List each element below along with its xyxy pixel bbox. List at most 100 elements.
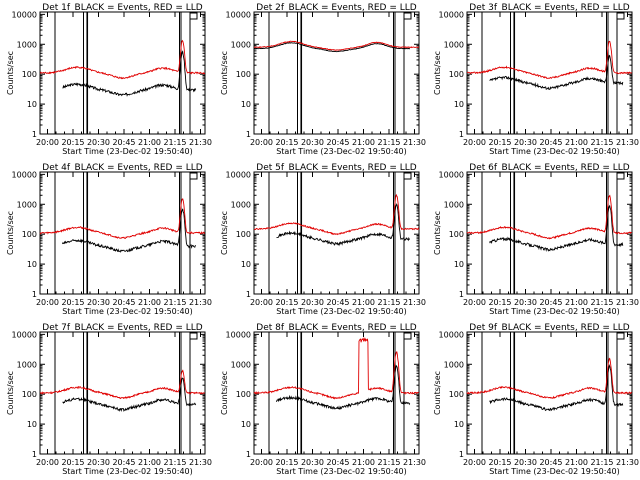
y-tick-label: 100: [449, 390, 464, 399]
x-tick-label: 20:00: [36, 298, 59, 307]
panel-title: Det 5f_BLACK = Events, RED = LLD: [256, 163, 416, 173]
panel-title: Det 2f_BLACK = Events, RED = LLD: [256, 3, 416, 13]
x-tick-label: 20:00: [36, 138, 59, 147]
x-tick-label: 21:30: [403, 138, 426, 147]
x-tick-label: 20:15: [275, 458, 298, 467]
x-tick-label: 21:15: [377, 298, 400, 307]
x-tick-label: 21:15: [377, 458, 400, 467]
x-tick-label: 20:45: [539, 458, 562, 467]
y-tick-label: 1000: [444, 40, 464, 49]
y-tick-label: 10: [27, 420, 37, 429]
y-tick-label: 1000: [17, 360, 37, 369]
panel-8: Det 8f_BLACK = Events, RED = LLD 1 10 100 10…: [220, 323, 426, 476]
y-tick-label: 100: [22, 70, 37, 79]
x-tick-label: 21:30: [189, 138, 212, 147]
panel-title: Det 4f_BLACK = Events, RED = LLD: [42, 163, 202, 173]
x-tick-label: 21:30: [616, 458, 639, 467]
panel-title: Det 1f_BLACK = Events, RED = LLD: [42, 3, 202, 13]
plot-frame: [466, 331, 633, 455]
x-tick-label: 20:30: [301, 138, 324, 147]
y-tick-label: 1000: [231, 360, 251, 369]
saa-bracket: [404, 332, 412, 340]
saa-bracket: [617, 12, 625, 20]
panel-1: Det 1f_BLACK = Events, RED = LLD 1 10 100 10…: [6, 3, 212, 156]
x-axis-label: Start Time (23-Dec-02 19:50:40): [276, 467, 407, 476]
x-tick-label: 21:30: [616, 138, 639, 147]
y-tick-label: 1000: [231, 40, 251, 49]
lld-series-line: [466, 194, 632, 240]
x-tick-label: 20:45: [326, 458, 349, 467]
y-tick-label: 10000: [12, 330, 37, 339]
y-axis-label: Counts/sec: [220, 371, 229, 415]
x-axis-label: Start Time (23-Dec-02 19:50:40): [62, 307, 193, 316]
x-tick-label: 21:30: [189, 458, 212, 467]
panel-9: Det 9f_BLACK = Events, RED = LLD 1 10 100 10…: [433, 323, 639, 476]
x-axis-label: Start Time (23-Dec-02 19:50:40): [276, 307, 407, 316]
x-axis-label: Start Time (23-Dec-02 19:50:40): [489, 147, 620, 156]
x-tick-label: 21:15: [377, 138, 400, 147]
x-tick-label: 20:15: [488, 138, 511, 147]
x-tick-label: 21:00: [352, 138, 375, 147]
saa-bracket: [617, 172, 625, 180]
lld-series-line: [466, 40, 633, 79]
x-tick-label: 20:45: [539, 298, 562, 307]
x-tick-label: 20:00: [250, 298, 273, 307]
x-tick-label: 20:00: [250, 138, 273, 147]
x-tick-label: 21:00: [565, 138, 588, 147]
y-tick-label: 1: [246, 130, 251, 139]
y-tick-label: 10: [454, 100, 464, 109]
x-tick-label: 21:00: [352, 298, 375, 307]
y-tick-label: 10: [27, 100, 37, 109]
y-tick-label: 1: [459, 290, 464, 299]
x-tick-label: 21:30: [616, 298, 639, 307]
panel-5: Det 5f_BLACK = Events, RED = LLD 1 10 100 10…: [220, 163, 426, 316]
x-tick-label: 21:30: [403, 458, 426, 467]
y-axis-label: Counts/sec: [6, 371, 15, 415]
events-series-line: [489, 204, 624, 252]
events-series-line: [253, 42, 411, 53]
x-tick-label: 20:00: [250, 458, 273, 467]
x-tick-label: 20:45: [112, 298, 135, 307]
saa-bracket: [617, 332, 625, 340]
y-tick-label: 100: [449, 70, 464, 79]
lld-series-line: [253, 337, 419, 400]
y-tick-label: 10000: [226, 330, 251, 339]
x-tick-label: 20:45: [326, 298, 349, 307]
x-tick-label: 21:30: [189, 298, 212, 307]
plot-frame: [39, 171, 206, 295]
y-tick-label: 10: [454, 420, 464, 429]
y-tick-label: 1: [32, 130, 37, 139]
y-tick-label: 10000: [439, 330, 464, 339]
lld-series-line: [39, 198, 206, 240]
y-tick-label: 1: [459, 450, 464, 459]
panel-title: Det 8f_BLACK = Events, RED = LLD: [256, 323, 416, 333]
y-axis-label: Counts/sec: [220, 211, 229, 255]
plot-frame: [39, 331, 206, 455]
events-series-line: [489, 54, 624, 91]
y-tick-label: 100: [449, 230, 464, 239]
panel-title: Det 6f_BLACK = Events, RED = LLD: [469, 163, 629, 173]
x-tick-label: 20:00: [463, 138, 486, 147]
panel-3: Det 3f_BLACK = Events, RED = LLD 1 10 100 10…: [433, 3, 639, 156]
x-tick-label: 20:30: [514, 298, 537, 307]
panel-4: Det 4f_BLACK = Events, RED = LLD 1 10 100 10…: [6, 163, 212, 316]
x-tick-label: 20:30: [514, 138, 537, 147]
y-tick-label: 10000: [439, 10, 464, 19]
x-tick-label: 21:30: [403, 298, 426, 307]
x-tick-label: 20:30: [514, 458, 537, 467]
x-axis-label: Start Time (23-Dec-02 19:50:40): [62, 147, 193, 156]
x-tick-label: 20:30: [301, 298, 324, 307]
y-tick-label: 1000: [231, 200, 251, 209]
y-axis-label: Counts/sec: [433, 51, 442, 95]
panel-title: Det 7f_BLACK = Events, RED = LLD: [42, 323, 202, 333]
events-series-line: [489, 363, 624, 412]
x-tick-label: 20:15: [61, 138, 84, 147]
y-tick-label: 100: [22, 390, 37, 399]
panel-2: Det 2f_BLACK = Events, RED = LLD 1 10 100 10…: [220, 3, 426, 156]
y-tick-label: 1: [32, 450, 37, 459]
y-tick-label: 1: [32, 290, 37, 299]
y-axis-label: Counts/sec: [433, 211, 442, 255]
x-tick-label: 20:15: [275, 298, 298, 307]
y-tick-label: 1: [459, 130, 464, 139]
